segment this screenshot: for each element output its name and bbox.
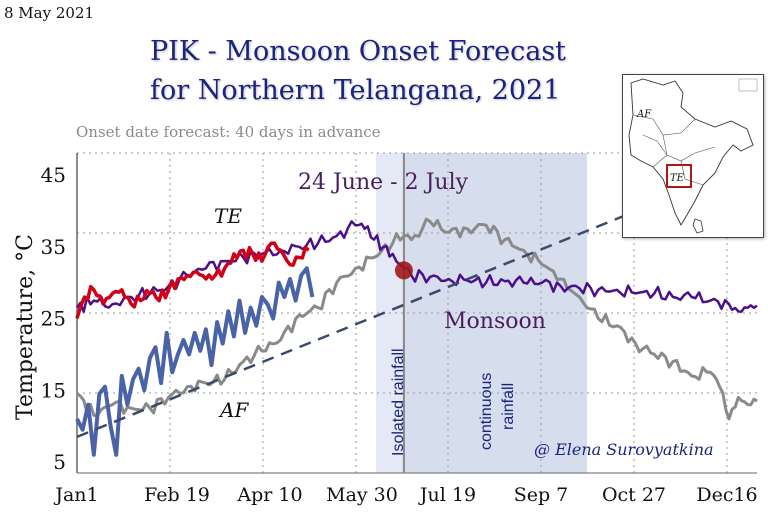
af-trend-line [76,202,655,439]
author-credit: @ Elena Surovyatkina [534,440,714,459]
y-tick-label: 25 [41,307,66,331]
monsoon-label: Monsoon [444,309,546,334]
shaded-region-continuous-rainfall [403,153,587,473]
continuous-rainfall-label-2: rainfall [500,383,517,430]
x-tick-label: Jan1 [53,484,98,506]
chart-title-line2: for Northern Telangana, 2021 [150,75,561,106]
x-tick-label: Jul 19 [418,484,476,506]
shaded-regions [375,153,587,473]
chart-title-line1: PIK - Monsoon Onset Forecast [150,36,567,67]
inset-legend-box [738,78,758,92]
india-outline [628,78,754,226]
y-tick-label: 5 [53,450,66,474]
inset-af-label: AF [636,109,652,120]
inset-map: AF TE [622,74,764,238]
x-tick-label: Feb 19 [144,484,210,506]
te-label: TE [214,204,242,228]
y-tick-label: 45 [41,163,66,187]
y-axis-label: Temperature, °C [13,234,38,420]
te-highlight-box [666,164,692,188]
date-label: 8 May 2021 [4,4,95,22]
onset-window-label: 24 June - 2 July [298,170,469,195]
x-tick-label: May 30 [326,484,398,506]
af-label: AF [218,398,249,422]
chart-subtitle: Onset date forecast: 40 days in advance [76,123,381,141]
x-tick-label: Dec16 [696,484,757,506]
af-observed-line [75,266,315,457]
sri-lanka [692,218,704,234]
onset-point [394,261,413,280]
x-tick-label: Apr 10 [236,484,302,506]
continuous-rainfall-label-1: continuous [478,373,495,450]
isolated-rainfall-label: Isolated rainfall [390,348,407,456]
y-tick-label: 35 [41,235,66,259]
state-borders [632,114,716,186]
af-climatology-line [76,217,758,421]
inset-te-label: TE [670,173,685,184]
x-tick-label: Sep 7 [514,484,569,506]
series-lines [75,217,758,457]
te-observed-line [75,241,310,320]
x-tick-labels: Jan1 Feb 19 Apr 10 May 30 Jul 19 Sep 7 Oct 27 D… [53,484,757,506]
x-tick-label: Oct 27 [602,484,666,506]
y-tick-labels: 5 15 25 35 45 [41,163,66,474]
y-tick-label: 15 [41,378,66,402]
